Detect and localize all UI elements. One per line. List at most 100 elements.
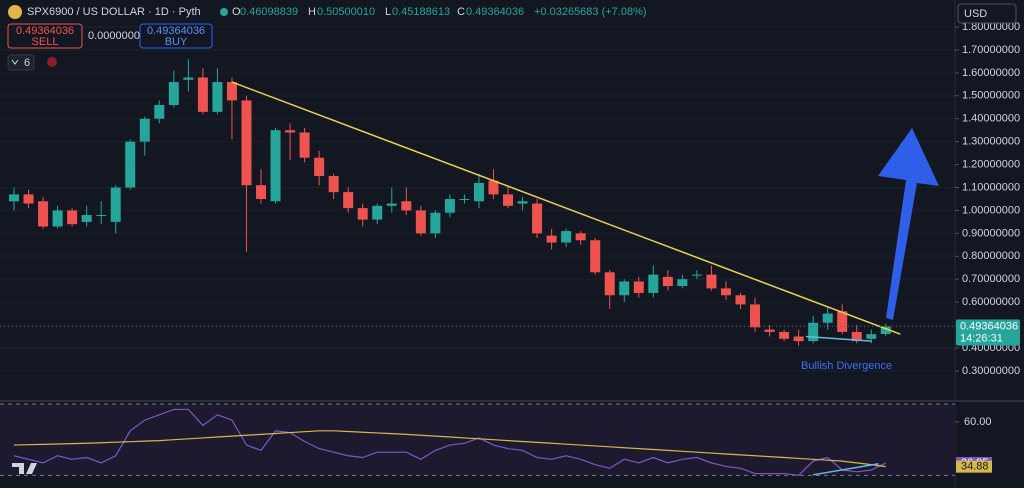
candle-body <box>401 201 412 211</box>
candle-body <box>517 201 528 204</box>
candle-body <box>212 82 223 112</box>
candle-body <box>575 233 586 241</box>
buy-price: 0.49364036 <box>147 25 205 37</box>
buy-button[interactable] <box>139 23 213 49</box>
candle-body <box>750 304 761 328</box>
candle-body <box>168 82 179 105</box>
candle-body <box>139 118 150 142</box>
ohlc-key: O <box>232 6 241 18</box>
y-tick-label: 1.30000000 <box>962 136 1020 148</box>
candle-body <box>735 295 746 305</box>
change: +0.03265683 (+7.08%) <box>534 6 647 18</box>
candle-body <box>125 141 136 188</box>
y-tick-label: 0.30000000 <box>962 365 1020 377</box>
candle-body <box>256 185 267 199</box>
ohlc-value: 0.46098839 <box>240 6 298 18</box>
candle-body <box>81 215 92 222</box>
candle-body <box>299 132 310 158</box>
candle-body <box>648 274 659 293</box>
candle-body <box>822 313 833 323</box>
spread: 0.00000000 <box>88 30 146 42</box>
value-label: 34.88 <box>961 461 989 473</box>
candle-body <box>241 100 252 186</box>
symbol-title: SPX6900 / US DOLLAR · 1D · Pyth <box>27 6 201 18</box>
candle-body <box>851 331 862 342</box>
candle-body <box>546 235 557 243</box>
ohlc-value: 0.49364036 <box>466 6 524 18</box>
currency-select[interactable] <box>957 3 1017 24</box>
y-tick-label: 1.80000000 <box>962 21 1020 33</box>
rsi-line <box>13 430 886 468</box>
candle-body <box>837 311 848 332</box>
sell-button[interactable] <box>7 23 83 49</box>
candle-body <box>430 212 441 234</box>
symbol-icon <box>8 5 22 19</box>
rsi-line <box>13 408 887 476</box>
candle-body <box>226 82 237 101</box>
y-tick-label: 1.40000000 <box>962 113 1020 125</box>
y-tick-label: 0.90000000 <box>962 227 1020 239</box>
candle-body <box>285 130 296 133</box>
candle-body <box>604 272 615 296</box>
ohlc-key: C <box>457 6 465 18</box>
candle-body <box>619 281 630 296</box>
market-status <box>220 8 228 16</box>
candle-body <box>357 208 368 220</box>
candle-body <box>662 276 673 287</box>
tv-logo <box>12 463 37 474</box>
error-icon[interactable] <box>47 57 57 67</box>
last-price-box <box>956 319 1020 346</box>
candle-body <box>197 77 208 112</box>
buy-label: BUY <box>165 36 188 48</box>
candle-body <box>880 326 891 334</box>
candle-body <box>52 210 63 227</box>
candle-body <box>415 210 426 234</box>
candle-body <box>314 157 325 177</box>
candle-body <box>764 329 775 332</box>
candle-body <box>532 203 543 234</box>
candle-body <box>779 331 790 339</box>
y-tick-label: 1.10000000 <box>962 181 1020 193</box>
last-price-label: 0.49364036 <box>960 320 1018 332</box>
candle-body <box>23 194 34 204</box>
candle-body <box>459 198 470 200</box>
candle-body <box>372 205 383 220</box>
y-tick-label: 1.50000000 <box>962 90 1020 102</box>
candle-body <box>67 210 78 225</box>
y-tick-label: 60.00 <box>964 416 992 428</box>
candle-body <box>793 336 804 342</box>
annotation: Bullish Divergence <box>801 360 892 372</box>
up-arrow <box>878 128 939 320</box>
trendline <box>813 463 879 476</box>
indicator-count: 6 <box>24 57 30 69</box>
candle-body <box>808 322 819 342</box>
sell-label: SELL <box>32 36 59 48</box>
candle-body <box>866 334 877 339</box>
candle-body <box>96 215 107 217</box>
y-tick-label: 1.20000000 <box>962 158 1020 170</box>
currency: USD <box>964 8 987 20</box>
candle-body <box>677 279 688 287</box>
candle-body <box>38 201 49 227</box>
candle-body <box>561 231 572 243</box>
candle-body <box>444 198 455 213</box>
y-tick-label: 0.70000000 <box>962 273 1020 285</box>
candle-body <box>488 180 499 195</box>
candle-body <box>706 274 717 289</box>
candle-body <box>691 274 702 276</box>
candle-body <box>590 240 601 273</box>
indicators-toggle[interactable] <box>7 54 35 71</box>
candle-body <box>183 77 194 80</box>
ohlc-value: 0.50500010 <box>317 6 375 18</box>
countdown: 14:26:31 <box>960 332 1003 344</box>
candle-body <box>110 187 121 222</box>
ohlc-key: H <box>308 6 316 18</box>
candle-body <box>473 182 484 202</box>
band-fill <box>0 404 955 476</box>
y-tick-label: 0.80000000 <box>962 250 1020 262</box>
value-box <box>956 460 992 473</box>
sell-price: 0.49364036 <box>16 25 74 37</box>
candle-body <box>720 288 731 296</box>
